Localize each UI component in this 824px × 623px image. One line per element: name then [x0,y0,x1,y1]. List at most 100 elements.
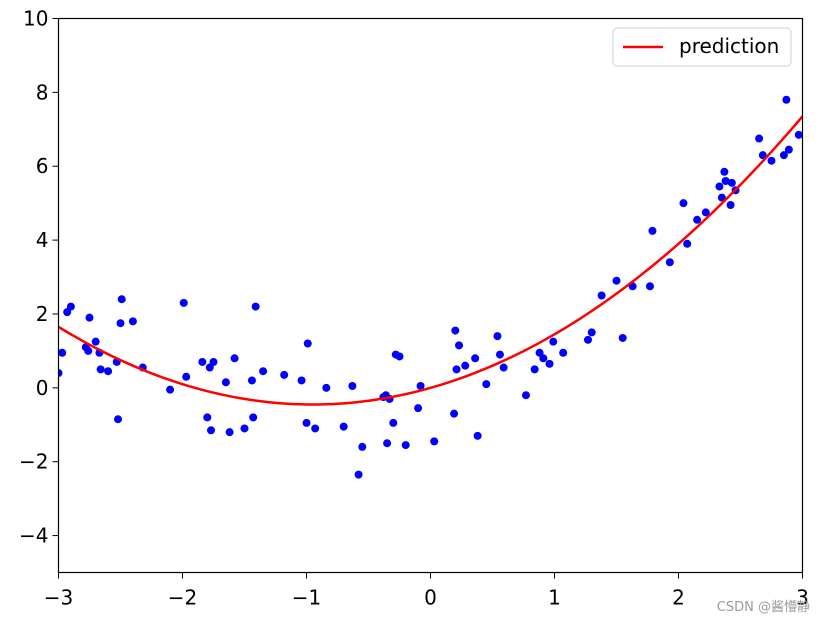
data-point [182,372,191,381]
data-point [358,442,367,451]
data-point [715,182,724,191]
x-axis: −3 −2 −1 0 1 2 3 [44,572,809,610]
y-tick-label: 0 [36,376,49,400]
data-point [549,337,558,346]
data-point [225,428,234,437]
legend-box [612,27,792,67]
data-point [416,381,425,390]
data-point [530,365,539,374]
data-point [311,424,320,433]
data-point [587,328,596,337]
data-point [430,437,439,446]
data-point [114,415,123,424]
data-point [618,333,627,342]
data-point [354,470,363,479]
data-point [84,346,93,355]
data-point [665,258,674,267]
x-tick-label: 1 [548,586,561,610]
legend-label-prediction: prediction [679,34,779,58]
data-point [720,167,729,176]
data-point [726,201,735,210]
data-point [66,302,75,311]
legend: prediction [612,27,792,67]
data-point [455,341,464,350]
y-tick-label: 8 [36,80,49,104]
data-point [348,381,357,390]
data-point [473,431,482,440]
y-tick-label: 4 [36,228,49,252]
data-point [179,298,188,307]
x-tick-label: −3 [44,586,73,610]
data-point [679,199,688,208]
data-point [322,383,331,392]
data-point [280,370,289,379]
x-tick-label: −1 [292,586,321,610]
data-point [395,352,404,361]
data-point [717,193,726,202]
data-point [303,339,312,348]
x-tick-label: 2 [672,586,685,610]
data-point [166,385,175,394]
data-point [85,313,94,322]
axes-frame [57,17,804,574]
data-point [203,413,212,422]
y-tick-label: −2 [19,450,48,474]
data-point [302,418,311,427]
data-point [339,422,348,431]
data-point [451,326,460,335]
data-point [383,439,392,448]
data-point [645,282,654,291]
data-point [249,413,258,422]
data-point [539,354,548,363]
data-point [782,95,791,104]
data-point [648,226,657,235]
data-point [521,391,530,400]
data-point [755,134,764,143]
data-point [96,365,105,374]
data-point [414,404,423,413]
data-point [259,367,268,376]
data-point [104,367,113,376]
data-point [721,177,730,186]
data-point [545,359,554,368]
data-point [452,365,461,374]
x-tick-label: 3 [796,586,809,610]
data-point [794,130,803,139]
data-point [693,215,702,224]
data-point [784,145,793,154]
data-point [91,337,100,346]
data-point [401,441,410,450]
data-point [499,363,508,372]
data-point [482,380,491,389]
data-point [240,424,249,433]
data-point [251,302,260,311]
data-point [247,376,256,385]
data-point [230,354,239,363]
watermark: CSDN @酱懵静 [716,600,810,615]
y-axis: −4 −2 0 2 4 6 8 10 [19,7,59,548]
data-point [128,317,137,326]
data-point [207,426,216,435]
data-point [471,354,480,363]
data-point [597,291,606,300]
y-tick-label: 10 [23,7,48,31]
y-tick-label: −4 [19,524,48,548]
data-point [389,418,398,427]
data-point [58,369,63,378]
data-point [116,319,125,328]
data-point [559,348,568,357]
x-tick-label: −2 [168,586,197,610]
data-point [209,357,218,366]
prediction-line [58,115,803,406]
data-point [612,276,621,285]
data-point [701,208,710,217]
data-point [461,361,470,370]
data-point [117,295,126,304]
data-point [683,239,692,248]
data-point [779,151,788,160]
data-point [450,409,459,418]
data-point [727,178,736,187]
y-tick-label: 2 [36,302,49,326]
data-point [495,350,504,359]
